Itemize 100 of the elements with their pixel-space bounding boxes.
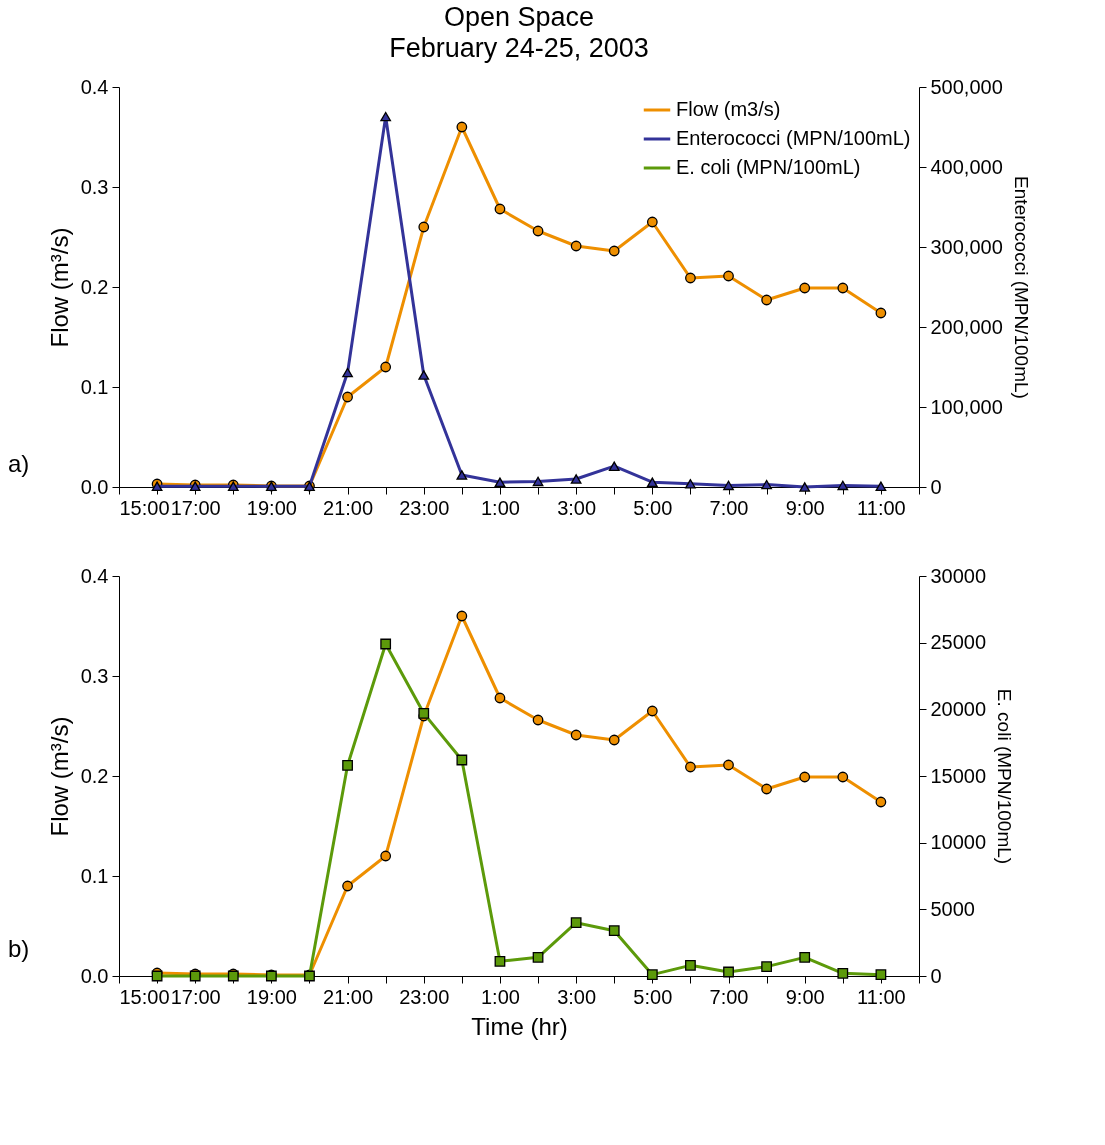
point xyxy=(875,796,887,808)
y-tick-label: 0.0 xyxy=(80,475,109,498)
x-tick-label: 21:00 xyxy=(323,985,374,1008)
point xyxy=(837,480,849,491)
x-tick-label: 15:00 xyxy=(119,985,170,1008)
legend-label: E. coli (MPN/100mL) xyxy=(676,156,861,178)
y2-tick-label: 200,000 xyxy=(930,315,1003,338)
y-tick-label: 0.2 xyxy=(80,764,109,787)
point xyxy=(685,761,696,773)
point xyxy=(761,294,773,306)
y2-tick-label: 25000 xyxy=(930,631,987,654)
point xyxy=(532,476,544,487)
x-tick-label: 1:00 xyxy=(480,496,520,519)
x-tick-label: 11:00 xyxy=(857,496,906,519)
y-tick-label: 0.1 xyxy=(80,375,109,398)
point xyxy=(570,240,582,252)
x-tick-label: 19:00 xyxy=(246,496,297,519)
y2-tick-label: 30000 xyxy=(930,564,987,587)
point xyxy=(646,969,658,981)
x-tick-label: 3:00 xyxy=(557,496,597,519)
y2-axis-title: Enterococci (MPN/100mL) xyxy=(1010,176,1032,399)
y2-axis-title: E. coli (MPN/100mL) xyxy=(994,688,1016,865)
point xyxy=(799,282,811,294)
point xyxy=(532,714,544,726)
text: b) xyxy=(7,935,31,964)
point xyxy=(799,951,811,963)
point xyxy=(380,638,392,650)
point xyxy=(342,880,353,892)
legend-label: Flow (m3/s) xyxy=(676,98,781,120)
x-tick-label: 9:00 xyxy=(785,985,825,1008)
x-tick-label: 1:00 xyxy=(480,985,520,1008)
point xyxy=(494,692,506,704)
y2-tick-label: 0 xyxy=(930,475,942,498)
y2-tick-label: 10000 xyxy=(930,831,987,854)
x-tick-label: 7:00 xyxy=(709,496,749,519)
point xyxy=(342,759,353,771)
y-axis-title: Flow (m³/s) xyxy=(45,716,73,837)
y2-tick-label: 500,000 xyxy=(930,75,1003,98)
point xyxy=(494,203,506,215)
y-tick-label: 0.4 xyxy=(80,75,109,98)
point xyxy=(570,729,582,741)
point xyxy=(723,759,734,771)
point xyxy=(875,481,887,491)
point xyxy=(837,967,849,979)
y-tick-label: 0.4 xyxy=(80,564,109,587)
point xyxy=(456,754,468,766)
point xyxy=(646,705,658,717)
point xyxy=(646,216,658,228)
point xyxy=(799,482,811,492)
x-tick-label: 11:00 xyxy=(857,985,906,1008)
point xyxy=(723,966,734,978)
point xyxy=(685,479,696,489)
point xyxy=(380,850,392,862)
point xyxy=(494,477,506,487)
point xyxy=(608,461,620,471)
x-tick-label: 17:00 xyxy=(170,496,221,519)
chart-title: Open Space xyxy=(443,2,595,32)
point xyxy=(837,771,849,783)
x-tick-label: 23:00 xyxy=(399,985,450,1008)
point xyxy=(418,370,430,380)
point xyxy=(532,225,544,237)
y-tick-label: 0.0 xyxy=(80,964,109,987)
x-tick-label: 15:00 xyxy=(119,496,170,519)
x-tick-label: 17:00 xyxy=(170,985,221,1008)
chart-subtitle: February 24-25, 2003 xyxy=(389,33,649,63)
point xyxy=(456,610,468,622)
y-tick-label: 0.3 xyxy=(80,175,109,198)
x-tick-label: 21:00 xyxy=(323,496,374,519)
point xyxy=(685,272,696,284)
point xyxy=(799,771,811,783)
point xyxy=(608,245,620,257)
legend-label: Enterococci (MPN/100mL) xyxy=(676,127,911,149)
point xyxy=(570,474,582,484)
point xyxy=(608,734,620,746)
point xyxy=(837,282,849,294)
y2-tick-label: 5000 xyxy=(930,897,975,920)
x-tick-label: 19:00 xyxy=(246,985,297,1008)
x-tick-label: 23:00 xyxy=(399,496,450,519)
y-tick-label: 0.2 xyxy=(80,275,109,298)
point xyxy=(380,361,392,373)
point xyxy=(456,121,468,133)
y2-tick-label: 15000 xyxy=(930,764,987,787)
x-tick-label: 5:00 xyxy=(633,496,673,519)
point xyxy=(494,955,506,967)
x-axis-title: Time (hr) xyxy=(471,1012,568,1040)
point xyxy=(646,477,658,487)
point xyxy=(723,480,734,491)
point xyxy=(723,270,734,282)
y-tick-label: 0.1 xyxy=(80,864,109,887)
y2-tick-label: 100,000 xyxy=(930,395,1003,418)
point xyxy=(456,470,468,480)
point xyxy=(761,961,773,973)
point xyxy=(875,969,887,981)
x-tick-label: 7:00 xyxy=(709,985,749,1008)
point xyxy=(570,917,582,929)
x-tick-label: 9:00 xyxy=(785,496,825,519)
point xyxy=(380,111,392,122)
point xyxy=(875,307,887,319)
y2-tick-label: 300,000 xyxy=(930,235,1003,258)
point xyxy=(342,391,353,403)
